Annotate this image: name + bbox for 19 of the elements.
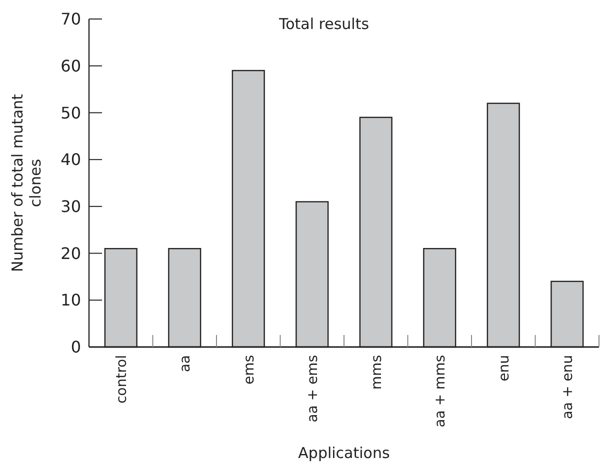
y-tick-label: 60: [60, 56, 81, 76]
y-tick-label: 50: [60, 103, 81, 122]
y-tick-label: 30: [60, 197, 81, 216]
x-tick-label: aa + ems: [305, 355, 322, 422]
x-tick-label: aa + mms: [432, 355, 449, 428]
x-tick-label: control: [114, 355, 130, 404]
y-tick-label: 10: [60, 290, 81, 310]
x-tick-label: aa + enu: [560, 355, 576, 420]
y-axis-title: Number of total mutant clones: [8, 94, 44, 272]
x-tick-label: ems: [241, 355, 258, 385]
chart-title: Total results: [278, 15, 370, 33]
y-tick-label: 20: [60, 244, 81, 263]
x-tick-label: enu: [496, 355, 512, 382]
x-tick-label: mms: [368, 355, 385, 390]
y-tick-label: 70: [60, 10, 81, 29]
y-tick-label: 40: [60, 150, 81, 170]
y-tick-label: 0: [70, 338, 81, 357]
x-tick-label: aa: [178, 355, 194, 372]
x-axis-title: Applications: [298, 444, 390, 462]
